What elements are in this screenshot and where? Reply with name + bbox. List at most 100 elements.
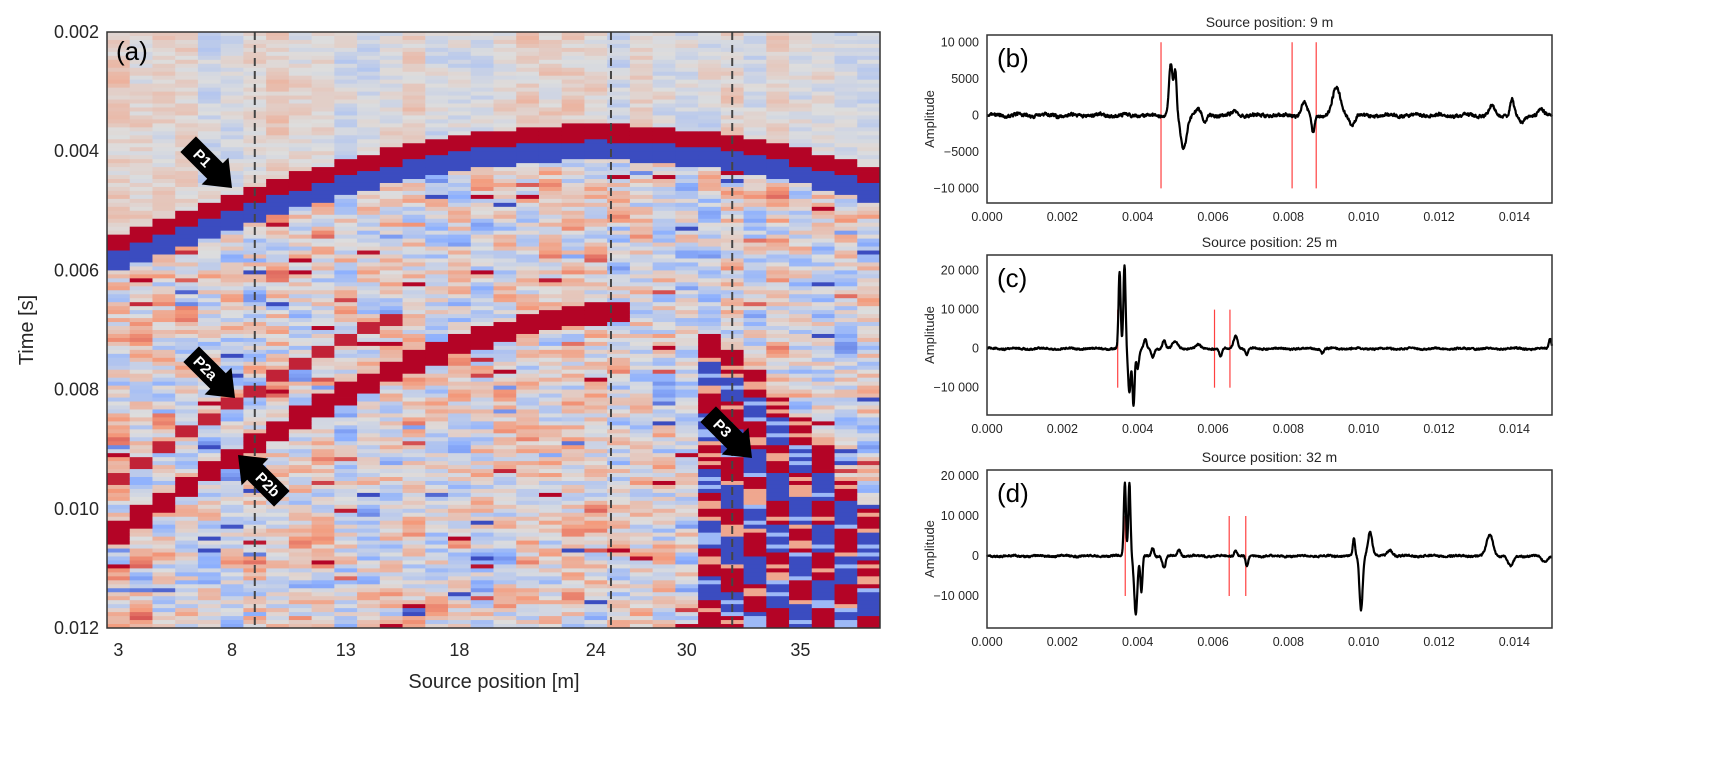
heatmap-cell (811, 457, 835, 462)
heatmap-cell (220, 616, 244, 621)
heatmap-cell (538, 421, 563, 426)
heatmap-cell (538, 210, 563, 216)
heatmap-cell (766, 123, 790, 128)
heatmap-cell (334, 369, 358, 375)
heatmap-cell (107, 83, 131, 89)
heatmap-cell (243, 429, 267, 434)
heatmap-cell (425, 333, 449, 339)
heatmap-cell (107, 274, 131, 279)
heatmap-cell (334, 182, 358, 188)
heatmap-cell (357, 127, 381, 132)
heatmap-cell (129, 226, 153, 232)
heatmap-cell (152, 572, 176, 577)
heatmap-cell (379, 294, 403, 299)
heatmap-cell (493, 67, 517, 73)
heatmap-cell (311, 107, 335, 112)
heatmap-cell (652, 417, 676, 422)
heatmap-cell (175, 131, 199, 136)
heatmap-cell (334, 477, 358, 482)
heatmap-cell (698, 111, 722, 116)
heatmap-cell (493, 620, 517, 625)
heatmap-cell (675, 246, 699, 251)
heatmap-cell (538, 520, 563, 526)
heatmap-cell (561, 35, 585, 41)
heatmap-cell (811, 51, 835, 57)
heatmap-cell (675, 103, 699, 108)
heatmap-cell (629, 119, 654, 124)
heatmap-cell (448, 250, 472, 255)
heatmap-cell (629, 604, 654, 609)
heatmap-cell (493, 171, 517, 176)
heatmap-cell (652, 306, 676, 311)
heatmap-cell (743, 230, 767, 236)
heatmap-cell (357, 524, 381, 530)
heatmap-cell (538, 516, 563, 522)
heatmap-cell (607, 540, 631, 545)
heatmap-cell (811, 433, 835, 438)
heatmap-cell (766, 230, 790, 236)
heatmap-cell (789, 55, 813, 61)
heatmap-cell (220, 274, 244, 279)
heatmap-cell (538, 480, 563, 486)
heatmap-cell (357, 437, 381, 442)
heatmap-cell (402, 496, 426, 502)
heatmap-cell (448, 159, 472, 164)
heatmap-cell (288, 206, 313, 212)
heatmap-cell (334, 453, 358, 458)
heatmap-cell (834, 131, 858, 136)
heatmap-cell (493, 469, 517, 474)
heatmap-cell (197, 445, 222, 450)
heatmap-cell (743, 298, 767, 303)
heatmap-cell (743, 361, 767, 367)
heatmap-cell (789, 488, 813, 494)
heatmap-cell (493, 290, 517, 295)
heatmap-cell (220, 159, 244, 164)
heatmap-cell (107, 337, 131, 343)
heatmap-cell (720, 496, 744, 502)
heatmap-cell (698, 576, 722, 581)
heatmap-cell (720, 250, 744, 255)
heatmap-cell (652, 222, 676, 228)
heatmap-cell (584, 413, 608, 418)
heatmap-cell (470, 445, 494, 450)
heatmap-cell (448, 266, 472, 271)
heatmap-cell (584, 155, 608, 160)
heatmap-cell (129, 151, 153, 156)
heatmap-cell (129, 290, 153, 295)
heatmap-cell (311, 484, 335, 490)
heatmap-cell (107, 250, 131, 255)
heatmap-cell (129, 302, 153, 307)
heatmap-cell (629, 107, 654, 112)
heatmap-cell (152, 560, 176, 565)
heatmap-cell (607, 608, 631, 613)
heatmap-cell (129, 409, 153, 414)
heatmap-cell (220, 421, 244, 426)
heatmap-cell (789, 397, 813, 402)
heatmap-cell (288, 190, 313, 196)
heatmap-cell (357, 230, 381, 236)
heatmap-cell (220, 341, 244, 347)
heatmap-cell (129, 576, 153, 581)
heatmap-cell (175, 437, 199, 442)
heatmap-cell (311, 194, 335, 200)
heatmap-cell (675, 365, 699, 371)
heatmap-cell (561, 226, 585, 232)
heatmap-cell (220, 477, 244, 482)
heatmap-cell (811, 242, 835, 247)
heatmap-cell (220, 365, 244, 371)
heatmap-cell (402, 202, 426, 208)
heatmap-cell (197, 143, 222, 148)
heatmap-cell (766, 127, 790, 132)
heatmap-cell (402, 135, 426, 140)
heatmap-cell (561, 222, 585, 228)
heatmap-cell (334, 604, 358, 609)
heatmap-cell (698, 175, 722, 180)
heatmap-cell (834, 214, 858, 220)
heatmap-cell (288, 353, 313, 359)
heatmap-cell (811, 326, 835, 331)
heatmap-cell (629, 433, 654, 438)
heatmap-cell (448, 246, 472, 251)
heatmap-cell (402, 536, 426, 541)
heatmap-cell (197, 95, 222, 100)
heatmap-cell (538, 143, 563, 148)
